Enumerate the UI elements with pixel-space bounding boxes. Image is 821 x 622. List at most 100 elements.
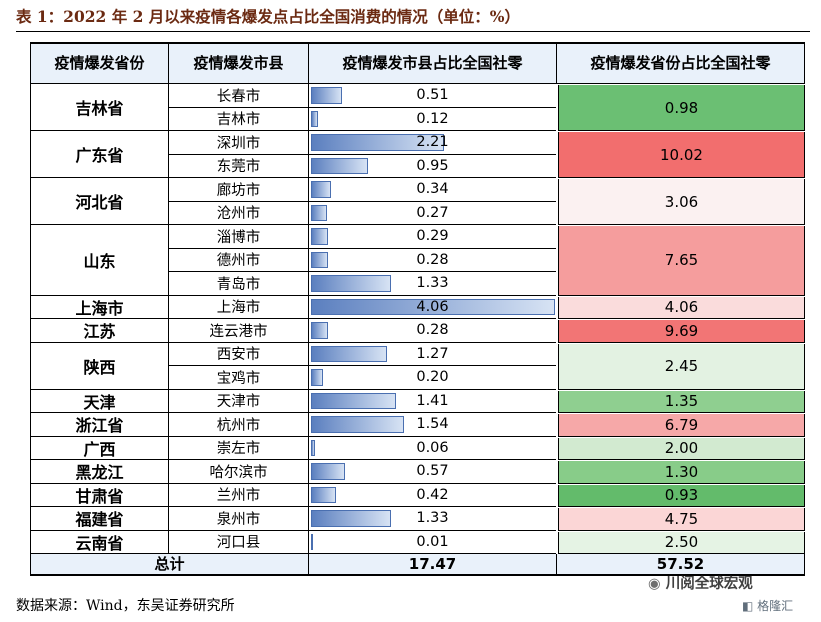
city-share-cell: 4.06 (308, 295, 556, 319)
watermark-secondary-text: 格隆汇 (757, 599, 794, 613)
city-cell: 西安市 (168, 342, 308, 366)
province-cell: 甘肃省 (30, 483, 168, 507)
city-share-cell: 0.34 (308, 178, 556, 202)
city-cell: 兰州市 (168, 483, 308, 507)
city-share-cell: 1.33 (308, 272, 556, 296)
header-city: 疫情爆发市县 (168, 44, 308, 83)
city-cell: 沧州市 (168, 201, 308, 225)
table-row: 哈尔滨市 0.57 (30, 460, 805, 484)
data-bar (311, 181, 332, 198)
province-cell: 河北省 (30, 178, 168, 225)
table-row: 长春市 0.51 (30, 84, 805, 108)
province-share-cell: 2.50 (558, 531, 805, 554)
city-share-value: 0.29 (416, 228, 449, 245)
province-share-cell: 4.75 (558, 508, 805, 531)
watermark-text: 川阅全球宏观 (665, 576, 753, 592)
data-bar (311, 510, 391, 527)
city-share-value: 0.28 (416, 251, 449, 268)
table-row: 西安市 1.27 (30, 342, 805, 366)
table-row: 淄博市 0.29 (30, 225, 805, 249)
data-bar (311, 298, 555, 315)
city-cell: 泉州市 (168, 507, 308, 531)
watermark: ◉ 川阅全球宏观 (648, 571, 753, 597)
table-row: 宝鸡市 0.20 (30, 366, 805, 390)
city-share-value: 1.54 (416, 416, 449, 433)
table-row: 德州市 0.28 (30, 248, 805, 272)
logo-icon: ◧ (742, 599, 758, 613)
city-cell: 德州市 (168, 248, 308, 272)
data-bar (311, 533, 313, 550)
city-share-value: 0.28 (416, 322, 449, 339)
province-share-cell: 0.93 (558, 484, 805, 507)
data-bar (311, 416, 404, 433)
city-share-cell: 0.95 (308, 154, 556, 178)
province-cell: 广西 (30, 436, 168, 460)
city-share-cell: 0.57 (308, 460, 556, 484)
city-share-value: 0.42 (416, 486, 449, 503)
city-share-cell: 0.28 (308, 248, 556, 272)
city-share-value: 0.06 (416, 439, 449, 456)
data-bar (311, 345, 388, 362)
city-share-value: 0.12 (416, 110, 449, 127)
city-share-value: 0.34 (416, 181, 449, 198)
data-bar (311, 228, 329, 245)
title-rule (16, 31, 810, 32)
city-share-value: 1.33 (416, 510, 449, 527)
table-row: 兰州市 0.42 (30, 483, 805, 507)
city-share-cell: 0.01 (308, 530, 556, 554)
table-header: 疫情爆发省份 疫情爆发市县 疫情爆发市县占比全国社零 疫情爆发省份占比全国社零 (30, 42, 805, 84)
data-bar (311, 251, 328, 268)
data-bar (311, 322, 328, 339)
province-cell: 云南省 (30, 530, 168, 554)
city-share-value: 1.27 (416, 345, 449, 362)
city-share-cell: 0.12 (308, 107, 556, 131)
province-share-cell: 3.06 (558, 179, 805, 225)
table-row: 天津市 1.41 (30, 389, 805, 413)
city-share-value: 1.41 (416, 392, 449, 409)
city-cell: 上海市 (168, 295, 308, 319)
data-bar (311, 157, 369, 174)
table-row: 泉州市 1.33 (30, 507, 805, 531)
city-cell: 哈尔滨市 (168, 460, 308, 484)
province-share-cell: 1.35 (558, 390, 805, 413)
table-row: 青岛市 1.33 (30, 272, 805, 296)
province-cell: 黑龙江 (30, 460, 168, 484)
data-bar (311, 87, 342, 104)
table-row: 上海市 4.06 (30, 295, 805, 319)
city-share-cell: 0.29 (308, 225, 556, 249)
total-province-share: 57.52 (556, 554, 805, 574)
city-cell: 连云港市 (168, 319, 308, 343)
province-share-cell: 7.65 (558, 226, 805, 296)
province-share-cell: 10.02 (558, 132, 805, 178)
data-bar (311, 204, 328, 221)
city-share-value: 2.21 (416, 134, 449, 151)
province-cell: 上海市 (30, 295, 168, 319)
city-share-cell: 0.42 (308, 483, 556, 507)
data-bar (311, 110, 319, 127)
wechat-icon: ◉ (648, 576, 666, 592)
city-cell: 杭州市 (168, 413, 308, 437)
data-bar (311, 486, 337, 503)
province-share-cell: 2.45 (558, 343, 805, 390)
city-cell: 东莞市 (168, 154, 308, 178)
city-share-cell: 1.33 (308, 507, 556, 531)
city-cell: 天津市 (168, 389, 308, 413)
city-share-value: 4.06 (416, 298, 449, 315)
city-share-cell: 0.06 (308, 436, 556, 460)
data-bar (311, 439, 315, 456)
table-row: 沧州市 0.27 (30, 201, 805, 225)
data-bar (311, 275, 391, 292)
data-bar (311, 134, 444, 151)
table-row: 东莞市 0.95 (30, 154, 805, 178)
table-row: 崇左市 0.06 (30, 436, 805, 460)
city-cell: 河口县 (168, 530, 308, 554)
province-cell: 山东 (30, 225, 168, 296)
city-share-value: 0.57 (416, 463, 449, 480)
city-share-cell: 2.21 (308, 131, 556, 155)
data-table: 疫情爆发省份 疫情爆发市县 疫情爆发市县占比全国社零 疫情爆发省份占比全国社零 … (30, 42, 805, 590)
province-share-cell: 2.00 (558, 437, 805, 460)
city-cell: 淄博市 (168, 225, 308, 249)
watermark-secondary: ◧ 格隆汇 (742, 596, 793, 616)
header-province: 疫情爆发省份 (30, 44, 168, 83)
province-cell: 广东省 (30, 131, 168, 178)
